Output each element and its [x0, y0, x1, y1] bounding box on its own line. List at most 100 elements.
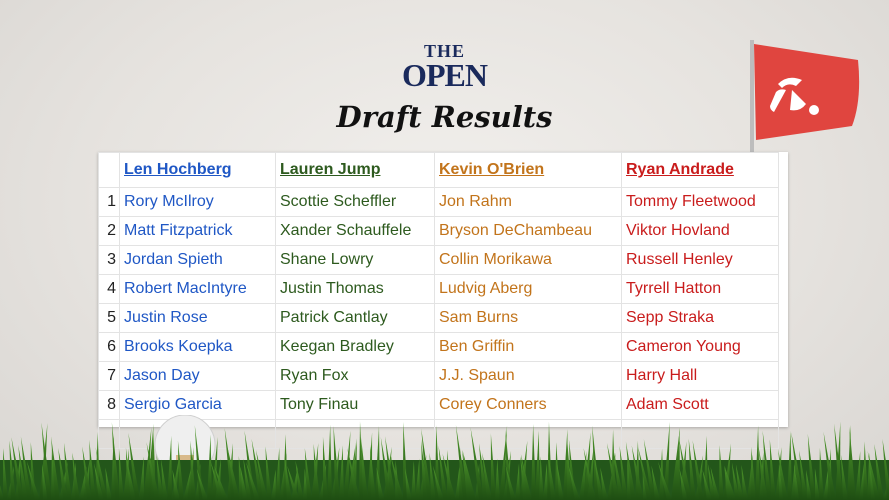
- grass-blade: [823, 431, 836, 500]
- grass-blade: [778, 449, 788, 500]
- column-header-lauren-jump: Lauren Jump: [275, 152, 435, 188]
- grass-blade: [51, 436, 60, 500]
- grass-blade: [295, 460, 304, 500]
- grass-blade: [823, 469, 829, 500]
- grass-blade: [411, 460, 416, 500]
- golf-flag-icon: [750, 40, 860, 160]
- pick-cell: Corey Conners: [434, 390, 622, 420]
- grass-blade: [882, 438, 889, 500]
- grass-blade: [251, 438, 264, 500]
- column-header-ryan-andrade: Ryan Andrade: [621, 152, 779, 188]
- empty-cell: [621, 419, 779, 449]
- grass-blade: [548, 453, 556, 500]
- round-number: 8: [98, 390, 120, 420]
- round-number: 3: [98, 245, 120, 275]
- grass-blade: [505, 465, 516, 500]
- header-row: Len Hochberg Lauren Jump Kevin O'Brien R…: [98, 152, 779, 188]
- pick-cell: Patrick Cantlay: [275, 303, 435, 333]
- grass-blade: [710, 467, 720, 500]
- pick-cell: Russell Henley: [621, 245, 779, 275]
- grass-blade: [758, 446, 768, 500]
- pick-cell: Scottie Scheffler: [275, 187, 435, 217]
- table-row: 8 Sergio Garcia Tony Finau Corey Conners…: [98, 390, 779, 420]
- grass-blade: [867, 450, 880, 500]
- grass-blade: [327, 424, 332, 500]
- grass-blade: [455, 466, 460, 500]
- the-open-logo: THE OPEN: [0, 42, 889, 91]
- grass-blade: [172, 469, 180, 500]
- grass-blade: [855, 450, 861, 500]
- grass-blade: [874, 444, 884, 500]
- pick-cell: Collin Morikawa: [434, 245, 622, 275]
- column-header-len-hochberg: Len Hochberg: [119, 152, 276, 188]
- grass-blade: [207, 434, 212, 500]
- grass-blade: [834, 423, 844, 500]
- grass-blade: [214, 465, 228, 500]
- grass-blade: [675, 427, 680, 500]
- grass-blade: [240, 466, 248, 500]
- pick-cell: Justin Rose: [119, 303, 276, 333]
- grass-blade: [539, 456, 544, 500]
- pick-cell: Ludvig Aberg: [434, 274, 622, 304]
- grass-blade: [146, 442, 160, 500]
- pick-cell: Robert MacIntyre: [119, 274, 276, 304]
- grass-blade: [432, 465, 444, 500]
- grass-blade: [543, 463, 548, 500]
- grass-blade: [535, 430, 540, 500]
- page-title: Draft Results: [336, 100, 553, 134]
- grass-blade: [625, 441, 636, 500]
- grass-blade: [769, 439, 776, 500]
- grass-blade: [177, 440, 184, 500]
- table-row: 7 Jason Day Ryan Fox J.J. Spaun Harry Ha…: [98, 361, 779, 391]
- grass-blade: [679, 441, 687, 500]
- grass-blade: [405, 468, 412, 500]
- pick-cell: Rory McIlroy: [119, 187, 276, 217]
- grass-blade: [470, 427, 484, 500]
- grass-blade: [859, 461, 865, 500]
- pick-cell: Sepp Straka: [621, 303, 779, 333]
- grass-blade: [515, 463, 520, 500]
- grass-blade: [376, 467, 384, 500]
- round-number: 2: [98, 216, 120, 246]
- grass-blade: [369, 444, 376, 500]
- grass-blade: [287, 465, 300, 500]
- grass-blade: [751, 446, 756, 500]
- grass-blade: [143, 427, 152, 500]
- round-number: 6: [98, 332, 120, 362]
- grass-blade: [806, 469, 812, 500]
- pick-cell: Cameron Young: [621, 332, 779, 362]
- grass-blade: [719, 445, 724, 500]
- grass-blade: [438, 445, 448, 500]
- grass-blade: [840, 454, 848, 500]
- grass-blade: [72, 452, 80, 500]
- grass-blade: [606, 442, 620, 500]
- pick-cell: Viktor Hovland: [621, 216, 779, 246]
- grass-blade: [246, 461, 260, 500]
- pick-cell: Ryan Fox: [275, 361, 435, 391]
- pick-cell: Keegan Bradley: [275, 332, 435, 362]
- grass-blade: [462, 450, 476, 500]
- grass-blade: [421, 428, 432, 500]
- grass-blade: [495, 458, 500, 500]
- round-number: 5: [98, 303, 120, 333]
- grass-blade: [520, 453, 532, 500]
- grass-blade: [583, 432, 591, 500]
- grass-blade: [361, 437, 368, 500]
- grass-blade: [723, 443, 731, 500]
- table-row: 3 Jordan Spieth Shane Lowry Collin Morik…: [98, 245, 779, 275]
- pick-cell: Sam Burns: [434, 303, 622, 333]
- grass-blade: [167, 435, 172, 500]
- grass-blade: [568, 439, 576, 500]
- grass-blade: [688, 438, 696, 500]
- header-round-cell: [98, 152, 120, 188]
- grass-blade: [787, 430, 792, 500]
- grass-blade: [791, 432, 804, 500]
- table-row: 2 Matt Fitzpatrick Xander Schauffele Bry…: [98, 216, 779, 246]
- grass-blade: [128, 432, 140, 500]
- grass-blade: [531, 423, 536, 500]
- grass-blade: [194, 425, 204, 500]
- pick-cell: Tommy Fleetwood: [621, 187, 779, 217]
- grass-blade: [799, 450, 808, 500]
- grass-blade: [156, 453, 164, 500]
- grass-blade: [243, 458, 252, 500]
